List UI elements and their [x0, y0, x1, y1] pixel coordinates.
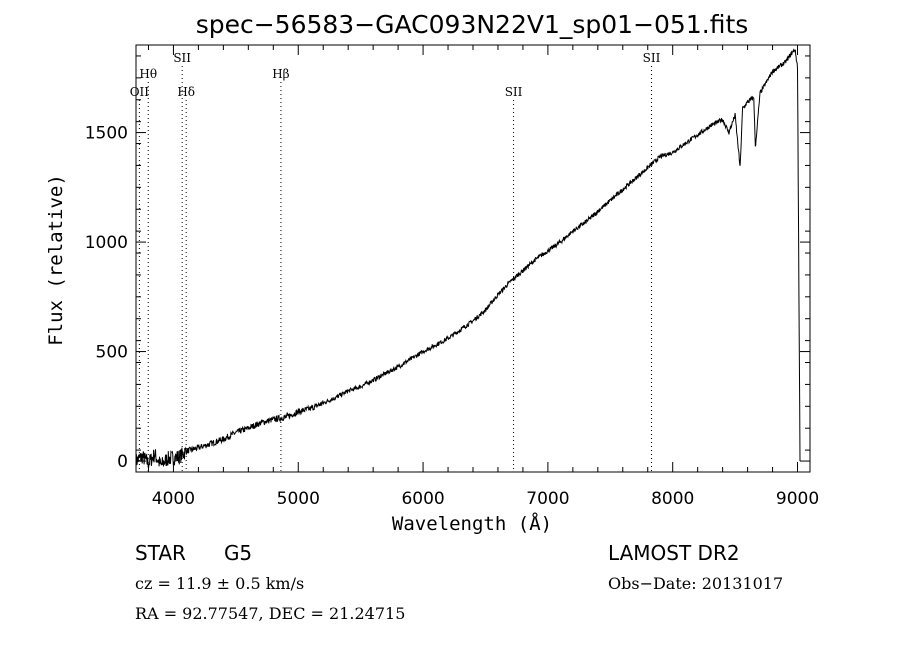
chart-title: spec−56583−GAC093N22V1_sp01−051.fits	[196, 10, 749, 39]
y-tick-label: 1000	[85, 233, 128, 253]
line-marker-label: SII	[505, 85, 523, 99]
x-tick-label: 7000	[526, 489, 569, 509]
survey-label: LAMOST DR2	[608, 541, 740, 565]
y-tick-label: 0	[117, 452, 128, 472]
subclass-label: G5	[223, 541, 253, 565]
obs-date-text: Obs−Date: 20131017	[608, 574, 784, 593]
line-marker-label: Hδ	[177, 85, 195, 99]
plot-frame	[135, 44, 811, 473]
y-tick-label: 1500	[85, 124, 128, 144]
line-marker-label: Hβ	[272, 67, 289, 81]
coords-text: RA = 92.77547, DEC = 21.24715	[135, 604, 406, 623]
axis-ticks: 4000 5000 6000 7000 8000 9000 0 500 1000 1500	[85, 45, 819, 509]
line-marker-label: Hθ	[139, 67, 157, 81]
spectrum-line	[135, 48, 801, 469]
x-axis-label: Wavelength (Å)	[392, 512, 552, 535]
class-label: STAR	[135, 541, 186, 565]
line-marker-label: SII	[173, 51, 191, 65]
star-class: STAR G5	[135, 541, 252, 565]
emission-line-markers: OII Hθ SII Hδ Hβ SII SII	[130, 51, 661, 472]
x-tick-label: 6000	[401, 489, 444, 509]
y-axis-label: Flux (relative)	[45, 174, 67, 346]
y-tick-label: 500	[96, 343, 128, 363]
x-tick-label: 8000	[651, 489, 694, 509]
line-marker-label: OII	[130, 85, 150, 99]
redshift-text: cz = 11.9 ± 0.5 km/s	[135, 574, 305, 593]
line-marker-label: SII	[643, 51, 661, 65]
x-tick-label: 5000	[277, 489, 320, 509]
x-tick-label: 9000	[776, 489, 819, 509]
x-tick-label: 4000	[152, 489, 195, 509]
